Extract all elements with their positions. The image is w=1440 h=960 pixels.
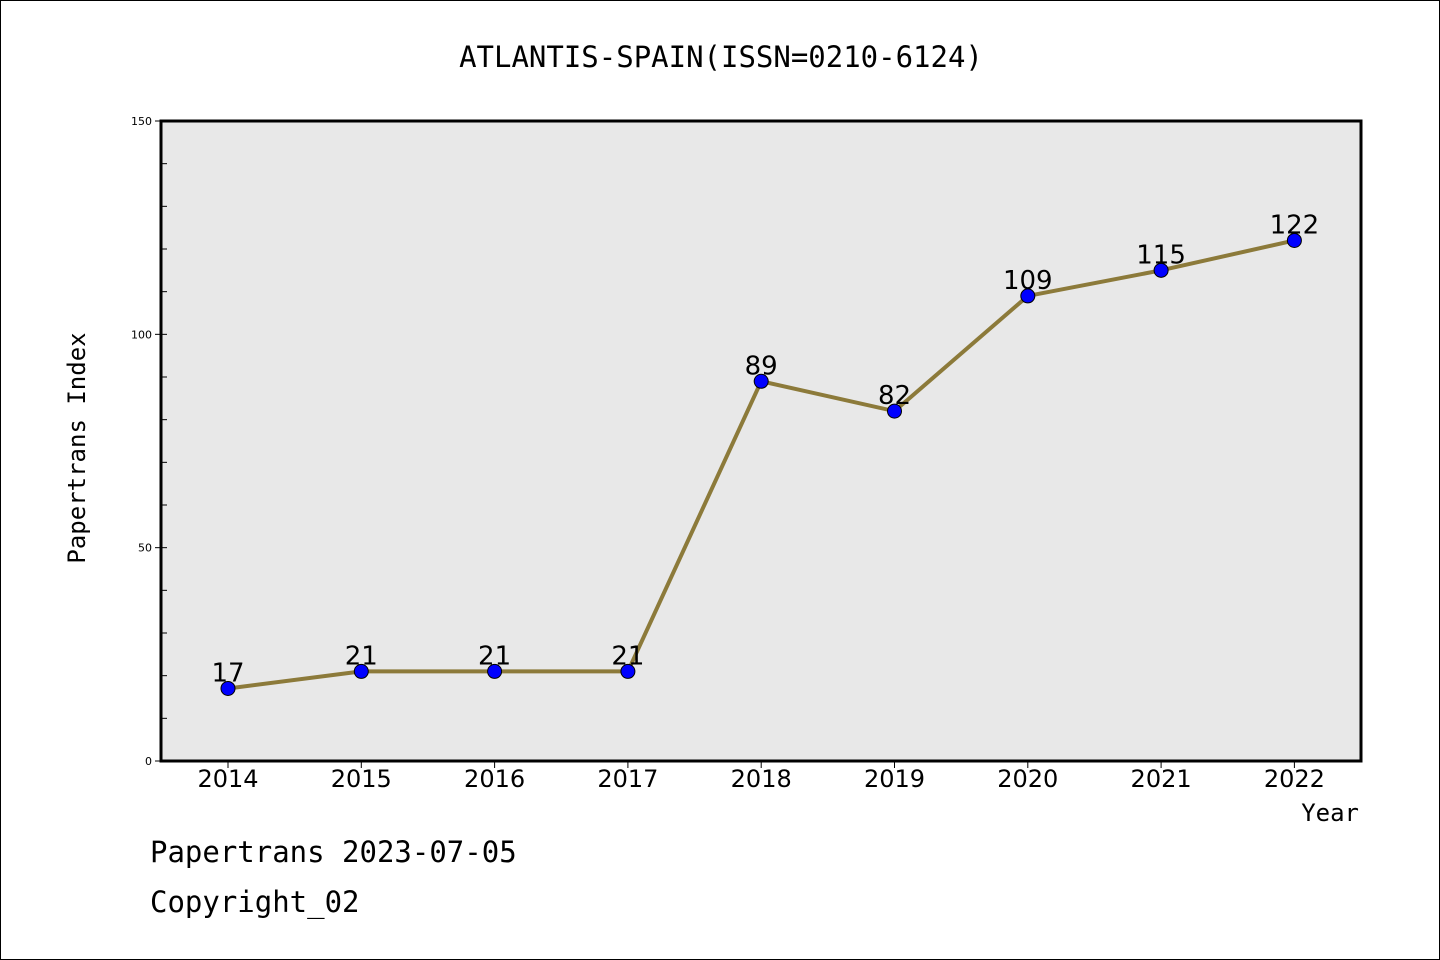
data-label: 21 [478, 641, 511, 671]
x-axis-label: Year [1301, 799, 1359, 827]
x-tick-label: 2017 [597, 765, 658, 793]
data-point [620, 663, 636, 679]
y-tick-label: 0 [145, 755, 152, 768]
data-label: 122 [1270, 210, 1320, 240]
x-tick-label: 2015 [331, 765, 392, 793]
x-tick-label: 2018 [731, 765, 792, 793]
data-label: 21 [611, 641, 644, 671]
series-group: 17 21 21 21 89 82 109 115 122 [211, 210, 1320, 696]
chart-title: ATLANTIS-SPAIN(ISSN=0210-6124) [459, 40, 983, 74]
y-tick-label: 50 [138, 542, 152, 555]
x-tick-label: 2019 [864, 765, 925, 793]
data-label: 82 [878, 381, 911, 411]
data-point [487, 663, 503, 679]
data-label: 109 [1003, 266, 1053, 296]
data-point [1153, 262, 1169, 278]
data-point [753, 373, 769, 389]
data-point [1020, 288, 1036, 304]
data-label: 89 [745, 351, 778, 381]
x-tick-label: 2021 [1131, 765, 1192, 793]
data-point [353, 663, 369, 679]
y-axis-label: Papertrans Index [63, 332, 91, 563]
y-tick-label: 150 [131, 115, 152, 128]
footer-date: Papertrans 2023-07-05 [150, 835, 517, 869]
data-label: 17 [211, 658, 244, 688]
data-point [220, 680, 236, 696]
x-tick-label: 2016 [464, 765, 525, 793]
plot-area [159, 119, 1363, 763]
x-tick-label: 2022 [1264, 765, 1325, 793]
data-label: 21 [345, 641, 378, 671]
data-point [887, 403, 902, 419]
data-label: 115 [1136, 240, 1186, 270]
y-axis: 0 50 100 150 [131, 115, 167, 768]
footer-copyright: Copyright_02 [150, 885, 360, 919]
x-axis: 2014 2015 2016 2017 2018 2019 2020 2021 2022 [197, 761, 1325, 793]
x-tick-label: 2020 [997, 765, 1058, 793]
x-tick-label: 2014 [197, 765, 258, 793]
y-tick-label: 100 [131, 328, 152, 341]
data-point [1286, 232, 1302, 248]
